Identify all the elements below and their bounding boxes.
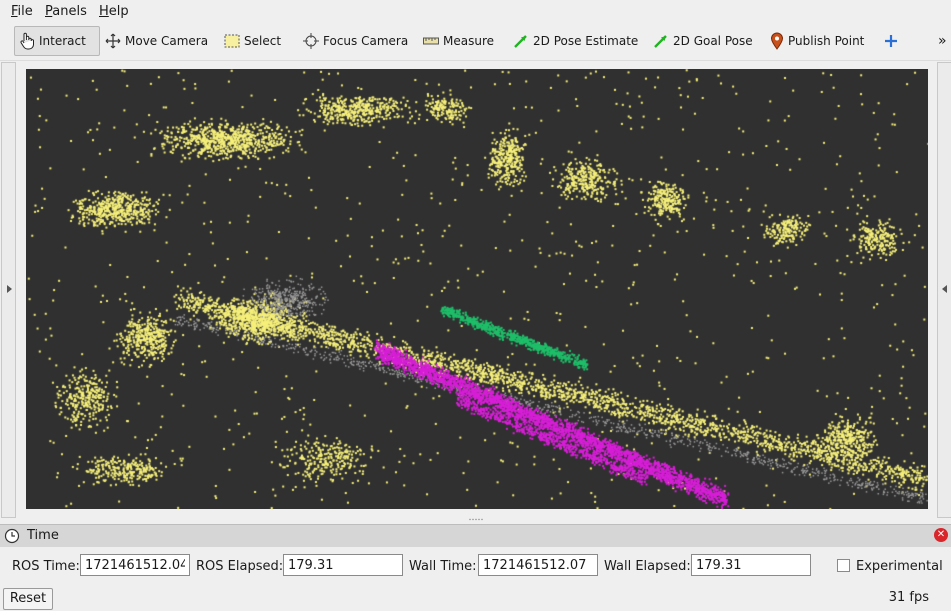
hand-pointer-icon	[19, 32, 35, 50]
menu-help[interactable]: Help	[99, 4, 129, 19]
clock-icon	[4, 528, 20, 544]
panel-splitter-handle[interactable]	[468, 518, 484, 521]
selection-box-icon	[224, 34, 240, 48]
move-camera-tool-label: Move Camera	[125, 34, 208, 48]
expand-right-icon	[7, 285, 12, 293]
move-arrows-icon	[105, 33, 121, 49]
time-panel-header: Time ✕	[0, 524, 951, 547]
pose-estimate-tool-label: 2D Pose Estimate	[533, 34, 638, 48]
right-dock-toggle[interactable]	[937, 62, 951, 518]
goal-pose-tool-label: 2D Goal Pose	[673, 34, 753, 48]
measure-tool-button[interactable]: Measure	[419, 26, 498, 56]
menu-panels[interactable]: Panels	[45, 4, 87, 19]
time-panel-title: Time	[27, 528, 59, 543]
publish-point-tool-button[interactable]: Publish Point	[766, 26, 868, 56]
measure-tool-label: Measure	[443, 34, 494, 48]
menubar: File Panels Help	[0, 0, 951, 22]
ros-time-label: ROS Time:	[12, 559, 80, 574]
overflow-chevron-icon: »	[938, 33, 947, 49]
green-arrow-icon	[513, 33, 529, 49]
point-cloud-canvas[interactable]	[26, 69, 928, 509]
experimental-checkbox[interactable]	[837, 559, 850, 572]
interact-tool-button[interactable]: Interact	[14, 26, 100, 56]
time-fields-row: ROS Time: ROS Elapsed: Wall Time: Wall E…	[0, 552, 951, 580]
wall-elapsed-field[interactable]	[691, 554, 811, 576]
left-dock-toggle[interactable]	[1, 62, 16, 518]
wall-time-label: Wall Time:	[409, 559, 477, 574]
reset-button[interactable]: Reset	[3, 588, 53, 610]
focus-camera-tool-button[interactable]: Focus Camera	[299, 26, 412, 56]
3d-render-viewport[interactable]	[26, 69, 928, 509]
experimental-label: Experimental	[856, 559, 943, 574]
publish-point-tool-label: Publish Point	[788, 34, 864, 48]
fps-counter: 31 fps	[889, 590, 929, 605]
goal-pose-tool-button[interactable]: 2D Goal Pose	[649, 26, 757, 56]
interact-tool-label: Interact	[39, 34, 86, 48]
menu-file[interactable]: File	[11, 4, 33, 19]
close-icon: ✕	[937, 529, 945, 540]
wall-time-field[interactable]	[478, 554, 598, 576]
tools-toolbar: Interact Move Camera Select Focus Camera…	[0, 22, 951, 61]
add-tool-button[interactable]	[880, 26, 902, 56]
pose-estimate-tool-button[interactable]: 2D Pose Estimate	[509, 26, 642, 56]
expand-left-icon	[942, 285, 947, 293]
green-arrow-icon	[653, 33, 669, 49]
ros-time-field[interactable]	[80, 554, 190, 576]
close-panel-button[interactable]: ✕	[934, 528, 948, 542]
ros-elapsed-field[interactable]	[283, 554, 403, 576]
select-tool-button[interactable]: Select	[220, 26, 285, 56]
plus-icon	[884, 34, 898, 48]
ros-elapsed-label: ROS Elapsed:	[196, 559, 283, 574]
move-camera-tool-button[interactable]: Move Camera	[101, 26, 212, 56]
map-pin-icon	[770, 32, 784, 50]
crosshair-icon	[303, 33, 319, 49]
toolbar-overflow-button[interactable]: »	[934, 26, 951, 56]
wall-elapsed-label: Wall Elapsed:	[604, 559, 691, 574]
focus-camera-tool-label: Focus Camera	[323, 34, 408, 48]
ruler-icon	[423, 36, 439, 46]
select-tool-label: Select	[244, 34, 281, 48]
